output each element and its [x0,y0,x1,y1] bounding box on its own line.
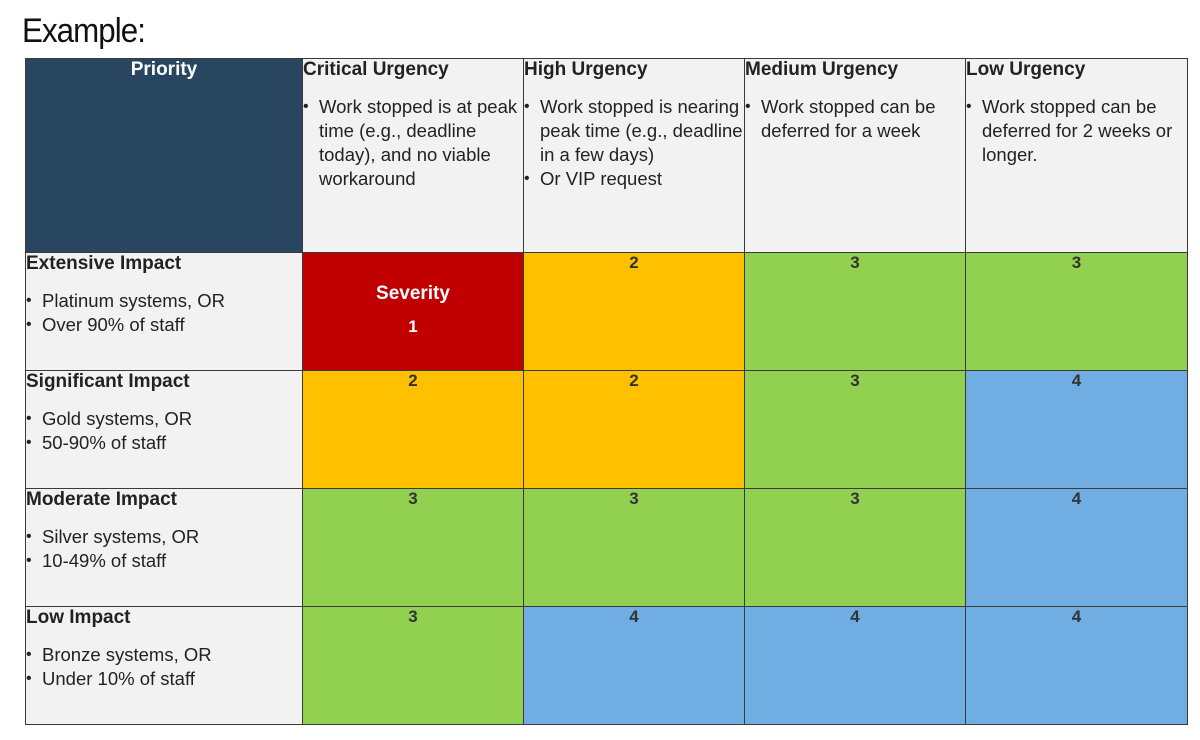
urgency-high: High Urgency Work stopped is nearing pea… [523,58,745,253]
impact-extensive: Extensive Impact Platinum systems, OR Ov… [25,252,303,371]
impact-moderate: Moderate Impact Silver systems, OR 10-49… [25,488,303,607]
urgency-header-row: Priority Critical Urgency Work stopped i… [25,58,1188,253]
impact-bullet: Silver systems, OR [26,525,302,549]
severity-value: 3 [850,371,860,390]
impact-title: Significant Impact [26,371,190,392]
urgency-bullet: Work stopped is nearing peak time (e.g.,… [524,95,744,167]
impact-bullet: 50-90% of staff [26,431,302,455]
severity-value: 3 [408,489,418,508]
impact-low: Low Impact Bronze systems, OR Under 10% … [25,606,303,725]
severity-value: 3 [408,607,418,626]
urgency-title: Critical Urgency [303,59,449,80]
urgency-bullets: Work stopped can be deferred for 2 weeks… [966,95,1187,167]
impact-bullet: Bronze systems, OR [26,643,302,667]
severity-value: 2 [408,371,418,390]
impact-bullet: Gold systems, OR [26,407,302,431]
impact-bullets: Silver systems, OR 10-49% of staff [26,525,302,573]
impact-bullet: Under 10% of staff [26,667,302,691]
severity-value: 2 [629,253,639,272]
severity-value: 1 [408,317,418,336]
severity-value: 4 [1071,489,1082,508]
severity-cell: 2 [523,370,745,489]
urgency-title: Low Urgency [966,59,1086,80]
severity-cell: Severity 1 [302,252,524,371]
severity-cell: 3 [302,488,524,607]
severity-cell: 3 [744,252,966,371]
impact-row-extensive: Extensive Impact Platinum systems, OR Ov… [25,252,1188,371]
severity-cell: 2 [302,370,524,489]
impact-row-significant: Significant Impact Gold systems, OR 50-9… [25,370,1188,489]
severity-value: 2 [629,371,639,390]
urgency-bullets: Work stopped is at peak time (e.g., dead… [303,95,523,191]
impact-bullet: Platinum systems, OR [26,289,302,313]
severity-value: 3 [629,489,639,508]
impact-bullets: Bronze systems, OR Under 10% of staff [26,643,302,691]
priority-corner-cell: Priority [25,58,303,253]
urgency-low: Low Urgency Work stopped can be deferred… [965,58,1188,253]
impact-title: Extensive Impact [26,253,182,274]
urgency-bullet: Or VIP request [524,167,744,191]
severity-cell: 3 [744,488,966,607]
severity-cell: 4 [523,606,745,725]
severity-cell: 3 [965,252,1188,371]
page-heading: Example: [22,12,146,50]
urgency-bullet: Work stopped is at peak time (e.g., dead… [303,95,523,191]
severity-cell: 4 [744,606,966,725]
impact-row-low: Low Impact Bronze systems, OR Under 10% … [25,606,1188,725]
impact-title: Low Impact [26,607,131,628]
severity-cell: 2 [523,252,745,371]
urgency-bullets: Work stopped is nearing peak time (e.g.,… [524,95,744,191]
impact-bullets: Gold systems, OR 50-90% of staff [26,407,302,455]
severity-cell: 4 [965,606,1188,725]
severity-value: 4 [1071,371,1082,390]
severity-label: Severity [376,283,450,304]
priority-matrix: Priority Critical Urgency Work stopped i… [25,58,1188,725]
priority-label: Priority [130,59,198,80]
urgency-title: Medium Urgency [745,59,899,80]
severity-cell: 3 [744,370,966,489]
urgency-bullet: Work stopped can be deferred for 2 weeks… [966,95,1187,167]
impact-significant: Significant Impact Gold systems, OR 50-9… [25,370,303,489]
impact-title: Moderate Impact [26,489,177,510]
impact-bullets: Platinum systems, OR Over 90% of staff [26,289,302,337]
severity-cell: 4 [965,370,1188,489]
severity-cell: 3 [302,606,524,725]
urgency-medium: Medium Urgency Work stopped can be defer… [744,58,966,253]
impact-row-moderate: Moderate Impact Silver systems, OR 10-49… [25,488,1188,607]
urgency-critical: Critical Urgency Work stopped is at peak… [302,58,524,253]
severity-value: 4 [629,607,639,626]
urgency-bullets: Work stopped can be deferred for a week [745,95,965,143]
impact-bullet: 10-49% of staff [26,549,302,573]
severity-cell: 3 [523,488,745,607]
severity-value: 3 [1071,253,1082,272]
severity-value: 4 [1071,607,1082,626]
severity-value: 4 [850,607,860,626]
impact-bullet: Over 90% of staff [26,313,302,337]
urgency-bullet: Work stopped can be deferred for a week [745,95,965,143]
urgency-title: High Urgency [524,59,648,80]
severity-value: 3 [850,253,860,272]
severity-cell: 4 [965,488,1188,607]
severity-value: 3 [850,489,860,508]
